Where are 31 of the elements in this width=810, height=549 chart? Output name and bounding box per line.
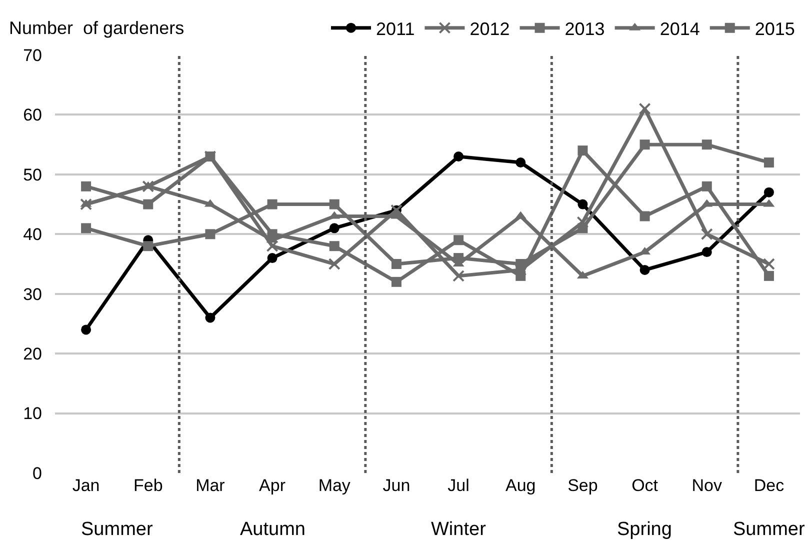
x-tick-label: Jan [72,476,100,495]
legend-label: 2015 [754,18,795,39]
y-tick-label: 40 [23,225,42,244]
x-tick-label: May [318,476,351,495]
x-tick-label: Oct [632,476,658,495]
text: Winter [431,519,487,540]
y-tick-label: 20 [23,344,42,364]
y-tick-label: 60 [23,106,42,125]
y-tick-label: 0 [32,464,42,483]
legend-label: 2012 [470,18,510,39]
legend-label: 2013 [564,18,605,39]
y-tick-label: 70 [23,46,42,65]
text: Summer [81,519,154,540]
x-tick-label: Nov [692,476,722,495]
text: Summer [733,519,806,540]
x-tick-label: Jul [448,476,470,495]
text: Autumn [240,519,306,540]
x-tick-label: Sep [568,476,598,495]
x-tick-label: Aug [506,476,536,495]
legend-label: 2014 [660,18,700,39]
x-tick-label: Feb [133,476,163,495]
y-tick-label: 10 [23,404,42,424]
text: Spring [617,519,672,540]
x-tick-label: Apr [259,476,286,495]
y-tick-label: 30 [23,284,42,304]
y-tick-label: 50 [23,165,42,184]
x-tick-label: Mar [196,476,226,495]
x-tick-label: Dec [754,476,785,495]
y-axis-title: Number of gardeners [9,18,184,38]
x-tick-label: Jun [382,476,410,495]
legend-label: 2011 [376,18,415,39]
